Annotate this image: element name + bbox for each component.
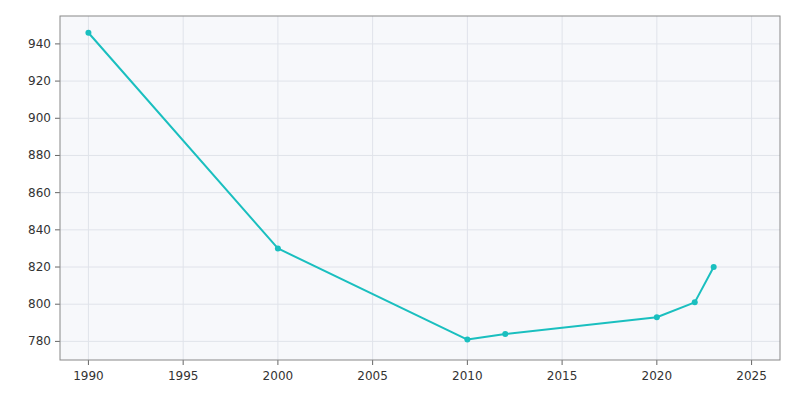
tick [55, 81, 60, 82]
point [654, 314, 660, 320]
tick-label: 880 [28, 148, 51, 162]
tick-label: 2010 [452, 369, 483, 383]
plot-background [60, 16, 780, 360]
grid-line [562, 16, 563, 360]
point [85, 30, 91, 36]
tick [562, 360, 563, 365]
tick-label: 2025 [736, 369, 767, 383]
grid-line [60, 229, 780, 230]
point [275, 245, 281, 251]
grid-line [277, 16, 278, 360]
plot-frame [60, 16, 780, 360]
tick [55, 341, 60, 342]
grid-line [60, 304, 780, 305]
tick [372, 360, 373, 365]
grid-line [88, 16, 89, 360]
grid-line [60, 192, 780, 193]
tick-label: 900 [28, 111, 51, 125]
tick-label: 780 [28, 334, 51, 348]
tick-label: 2015 [547, 369, 578, 383]
tick [55, 43, 60, 44]
grid-line [60, 267, 780, 268]
point [711, 264, 717, 270]
tick [277, 360, 278, 365]
tick [55, 155, 60, 156]
grid-line [60, 341, 780, 342]
point [464, 337, 470, 343]
tick [88, 360, 89, 365]
tick-label: 1995 [168, 369, 199, 383]
tick [656, 360, 657, 365]
tick [55, 267, 60, 268]
tick-label: 2000 [263, 369, 294, 383]
grid-line [656, 16, 657, 360]
grid-line [60, 118, 780, 119]
grid-line [751, 16, 752, 360]
tick [55, 192, 60, 193]
series [85, 30, 716, 343]
line [88, 33, 713, 340]
tick-label: 2005 [357, 369, 388, 383]
tick-label: 800 [28, 297, 51, 311]
grid-line [372, 16, 373, 360]
point [502, 331, 508, 337]
tick [183, 360, 184, 365]
chart: 1990 1995 2000 2005 2010 2015 2020 2025 780 800 82… [0, 0, 800, 400]
tick [751, 360, 752, 365]
grid-line [183, 16, 184, 360]
tick-label: 940 [28, 37, 51, 51]
grid-line [60, 81, 780, 82]
tick [55, 118, 60, 119]
tick-label: 1990 [73, 369, 104, 383]
tick-label: 2020 [642, 369, 673, 383]
tick [55, 304, 60, 305]
grid-line [467, 16, 468, 360]
tick [55, 229, 60, 230]
grid-line [60, 43, 780, 44]
tick [467, 360, 468, 365]
grid [60, 16, 780, 360]
tick-label: 840 [28, 223, 51, 237]
point [692, 299, 698, 305]
tick-label: 920 [28, 74, 51, 88]
tick-label: 860 [28, 186, 51, 200]
tick-label: 820 [28, 260, 51, 274]
grid-line [60, 155, 780, 156]
